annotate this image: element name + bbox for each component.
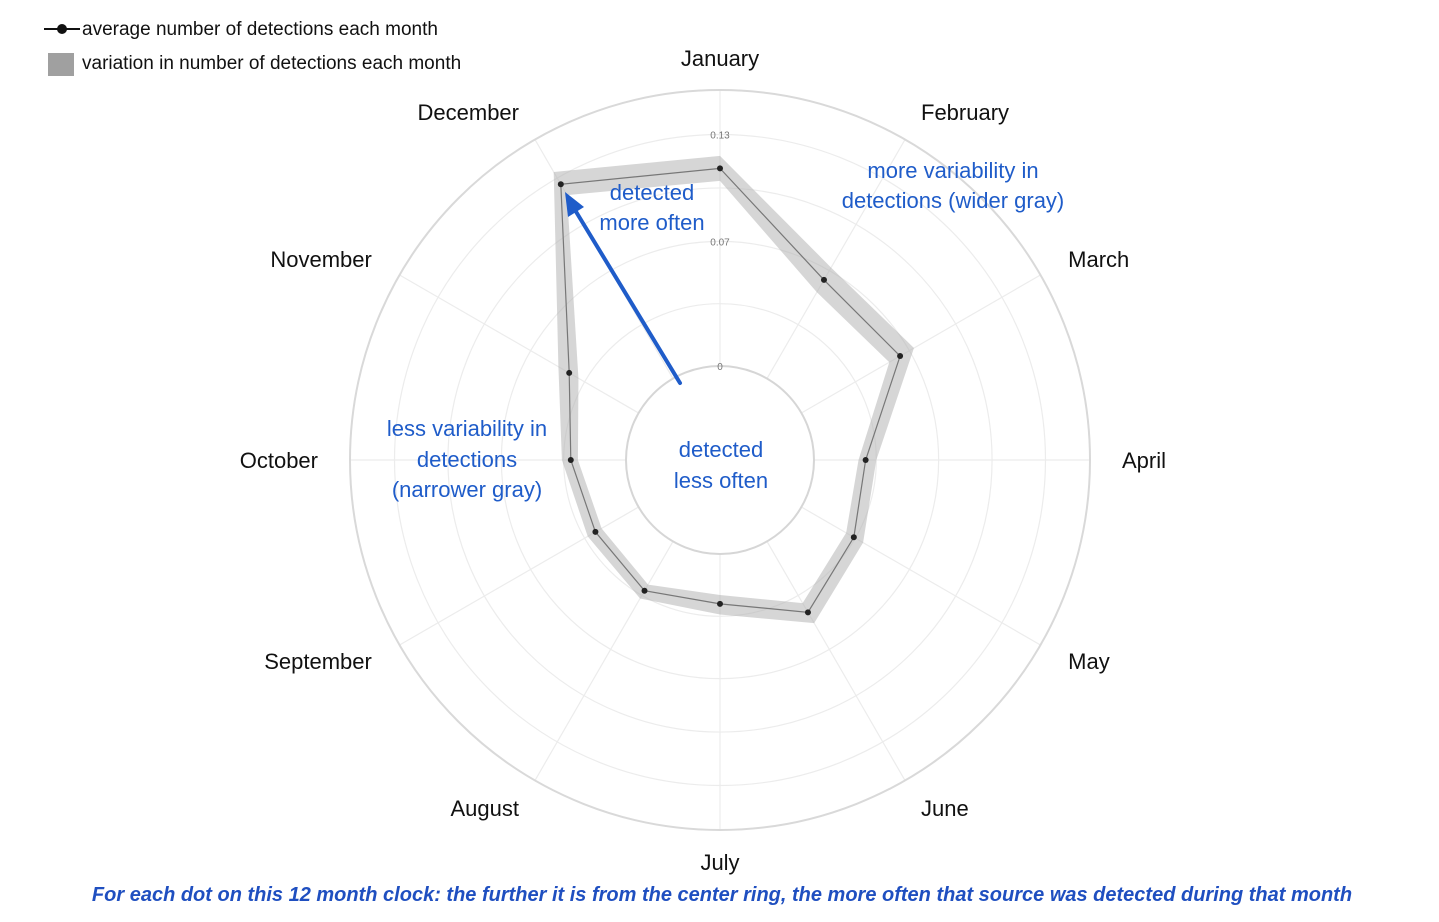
month-label-september: September — [264, 649, 372, 674]
data-point-july — [717, 600, 723, 607]
annotation-arrowhead-icon — [565, 192, 584, 217]
annotation-less-variability-line1: less variability in — [387, 416, 547, 441]
month-label-march: March — [1068, 247, 1129, 272]
data-point-may — [850, 534, 857, 541]
legend-dot-icon — [57, 24, 67, 34]
annotations: detected more often detected less often … — [387, 158, 1064, 502]
grid-ring — [447, 187, 993, 733]
variation-band-area — [553, 155, 914, 624]
data-point-august — [641, 587, 648, 594]
data-point-september — [592, 528, 599, 535]
data-point-february — [820, 276, 827, 283]
month-label-april: April — [1122, 448, 1166, 473]
radial-ticks: 0 0.07 0.13 — [710, 131, 730, 373]
legend-label-average: average number of detections each month — [82, 19, 438, 40]
data-point-april — [862, 457, 869, 463]
data-point-october — [567, 457, 574, 463]
spoke-august — [534, 541, 674, 781]
annotation-less-often-line2: less often — [674, 468, 768, 493]
spoke-june — [766, 541, 906, 781]
spoke-september — [399, 506, 639, 646]
annotation-more-variability-line1: more variability in — [867, 158, 1038, 183]
month-labels: January February March April May June July Augu… — [240, 46, 1166, 875]
month-label-december: December — [418, 100, 519, 125]
data-point-january — [717, 165, 723, 172]
average-series — [557, 165, 904, 616]
annotation-more-often-line2: more often — [599, 210, 704, 235]
spoke-march — [801, 274, 1041, 414]
annotation-less-often-line1: detected — [679, 437, 763, 462]
data-point-november — [566, 369, 573, 376]
tick-label: 0.07 — [710, 237, 730, 248]
grid-ring — [393, 133, 1047, 787]
annotation-more-variability-line2: detections (wider gray) — [842, 188, 1065, 213]
month-label-august: August — [451, 796, 520, 821]
chart-caption: For each dot on this 12 month clock: the… — [92, 884, 1352, 906]
tick-label: 0 — [717, 362, 723, 373]
month-label-november: November — [270, 247, 371, 272]
spoke-may — [801, 506, 1041, 646]
outer-ring — [349, 89, 1091, 831]
month-label-july: July — [700, 850, 739, 875]
grid-ring — [625, 365, 815, 555]
legend-label-variation: variation in number of detections each m… — [82, 53, 461, 74]
month-label-october: October — [240, 448, 318, 473]
spoke-november — [399, 274, 639, 414]
legend-band-swatch — [48, 53, 74, 76]
annotation-less-variability-line2: detections — [417, 447, 517, 472]
month-label-january: January — [681, 46, 759, 71]
month-label-february: February — [921, 100, 1009, 125]
data-point-march — [897, 353, 904, 360]
annotation-arrow-icon — [573, 208, 682, 385]
annotation-more-often-line1: detected — [610, 180, 694, 205]
month-label-may: May — [1068, 649, 1110, 674]
spoke-february — [766, 139, 906, 379]
annotation-less-variability-line3: (narrower gray) — [392, 477, 542, 502]
data-point-december — [557, 181, 564, 188]
grid-ring — [500, 240, 940, 680]
tick-label: 0.13 — [710, 131, 730, 142]
data-point-june — [804, 609, 811, 616]
variation-band — [553, 155, 914, 624]
legend: average number of detections each month … — [44, 19, 461, 76]
month-label-june: June — [921, 796, 969, 821]
